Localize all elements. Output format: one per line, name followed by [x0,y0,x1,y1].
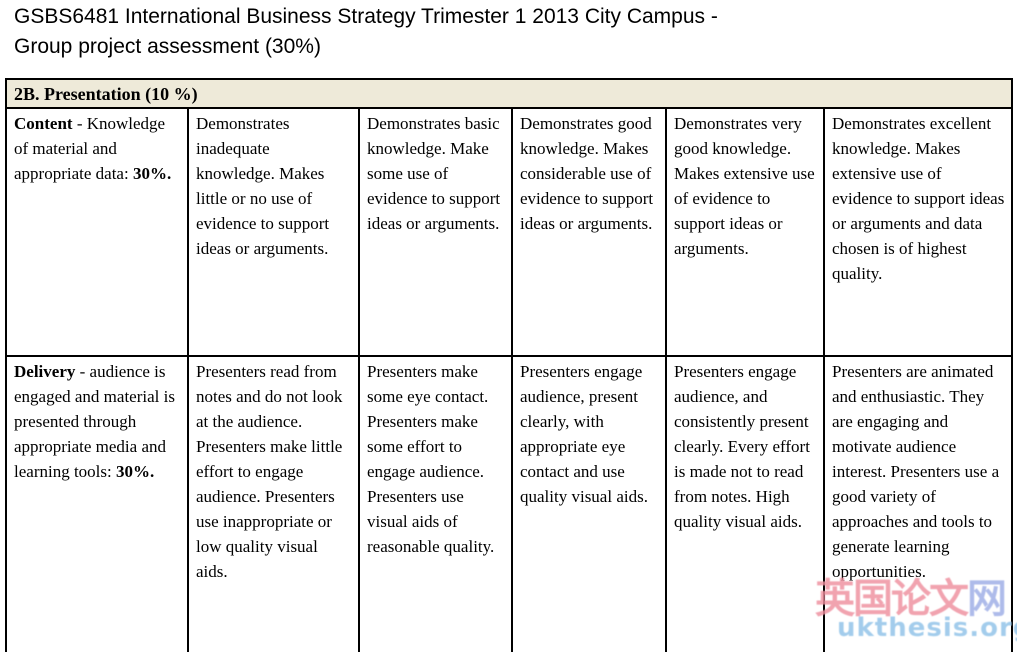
criterion-name: Content [14,114,73,133]
assessment-rubric-table: 2B. Presentation (10 %) Content - Knowle… [5,78,1013,652]
page-title: GSBS6481 International Business Strategy… [14,2,718,62]
table-row-content: Content - Knowledge of material and appr… [5,107,1013,357]
rubric-cell: Demonstrates inadequate knowledge. Makes… [187,107,360,357]
criterion-name: Delivery [14,362,76,381]
rubric-cell: Demonstrates very good knowledge. Makes … [665,107,825,357]
rubric-cell: Presenters engage audience, and consiste… [665,355,825,652]
section-header: 2B. Presentation (10 %) [5,78,1013,109]
rubric-cell: Presenters read from notes and do not lo… [187,355,360,652]
rubric-cell: Demonstrates basic knowledge. Make some … [358,107,513,357]
criterion-weight: 30%. [132,164,172,183]
rubric-cell: Presenters make some eye contact. Presen… [358,355,513,652]
rubric-cell: Presenters engage audience, present clea… [511,355,667,652]
rubric-cell: Demonstrates good knowledge. Makes consi… [511,107,667,357]
criterion-description: - Knowledge of material and appropriate … [14,114,166,183]
rubric-cell: Demonstrates excellent knowledge. Makes … [823,107,1013,357]
criterion-cell-delivery: Delivery - audience is engaged and mater… [5,355,189,652]
criterion-description: - audience is engaged and material is pr… [14,362,175,481]
table-row-delivery: Delivery - audience is engaged and mater… [5,355,1013,652]
page-title-line1: GSBS6481 International Business Strategy… [14,5,718,28]
page-title-line2: Group project assessment (30%) [14,35,321,58]
table-header-row: 2B. Presentation (10 %) [5,78,1013,109]
criterion-weight: 30%. [115,462,155,481]
rubric-cell: Presenters are animated and enthusiastic… [823,355,1013,652]
criterion-cell-content: Content - Knowledge of material and appr… [5,107,189,357]
